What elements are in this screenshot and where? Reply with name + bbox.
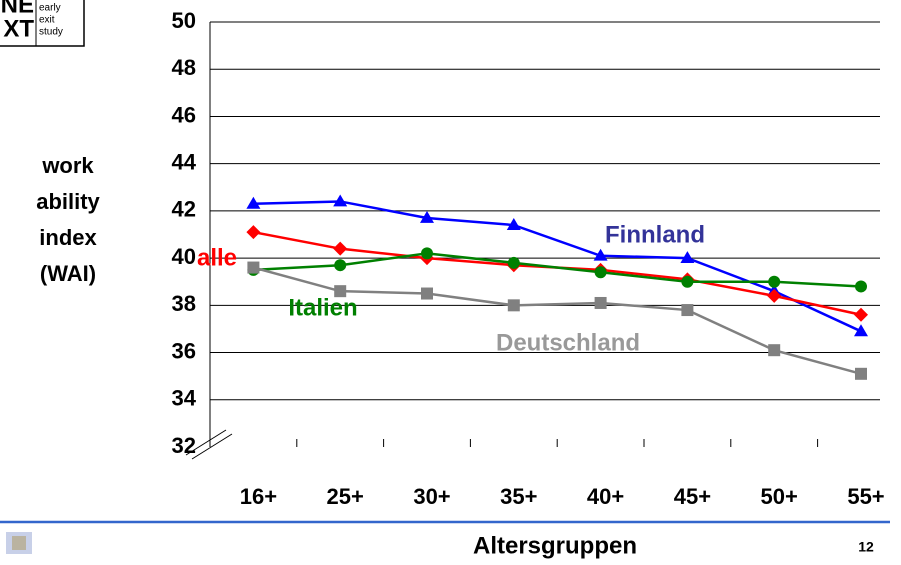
x-axis-label: Altersgruppen: [473, 532, 637, 559]
y-tick-label: 40: [172, 244, 196, 269]
marker: [681, 275, 694, 288]
logo-text: early: [39, 3, 61, 14]
axis-break: [191, 433, 233, 460]
marker: [855, 280, 867, 293]
series-label: Finnland: [605, 221, 705, 248]
logo-text: study: [39, 27, 63, 38]
x-tick-label: 30+: [413, 484, 450, 509]
series-label: Deutschland: [496, 329, 640, 356]
y-tick-label: 36: [172, 338, 196, 363]
series-line: [253, 266, 862, 376]
marker: [768, 275, 781, 288]
marker: [507, 256, 520, 269]
marker: [246, 196, 261, 209]
marker: [420, 210, 434, 223]
marker: [334, 259, 347, 272]
logo-text: XT: [3, 15, 34, 42]
marker: [680, 251, 695, 264]
y-axis-label: (WAI): [40, 261, 96, 286]
y-axis-label: ability: [36, 189, 100, 214]
marker: [247, 261, 260, 274]
marker: [506, 218, 521, 230]
logo-text: NE: [1, 0, 34, 18]
y-tick-label: 32: [172, 433, 196, 458]
y-axis-label: index: [39, 225, 97, 250]
y-tick-label: 42: [172, 197, 196, 222]
y-tick-label: 46: [172, 102, 196, 127]
icon-shape: [12, 536, 26, 550]
marker: [594, 296, 607, 309]
y-tick-label: 44: [172, 149, 197, 174]
series-line: [253, 252, 862, 288]
marker: [421, 287, 433, 300]
x-tick-label: 25+: [327, 484, 364, 509]
x-tick-label: 40+: [587, 484, 624, 509]
axis-break: [185, 429, 227, 456]
logo-box: [0, 0, 85, 47]
marker: [768, 344, 781, 357]
marker: [333, 241, 348, 256]
marker: [594, 266, 607, 279]
marker: [767, 288, 782, 303]
y-tick-label: 48: [172, 55, 196, 80]
x-tick-label: 35+: [500, 484, 537, 509]
y-tick-label: 34: [172, 386, 197, 411]
x-tick-label: 16+: [240, 484, 277, 509]
marker: [855, 367, 867, 380]
marker: [854, 324, 868, 337]
y-tick-label: 50: [172, 8, 196, 33]
marker: [507, 299, 520, 312]
y-tick-label: 38: [172, 291, 196, 316]
series-line: [253, 200, 862, 333]
logo: NE XT early exit study: [0, 0, 85, 47]
marker: [681, 304, 694, 317]
series-label: Italien: [288, 294, 357, 321]
marker: [334, 285, 347, 298]
marker: [246, 225, 261, 240]
logo-text: exit: [39, 15, 55, 26]
marker: [421, 247, 433, 260]
icon: [6, 532, 32, 554]
marker: [333, 194, 348, 207]
x-tick-label: 55+: [847, 484, 884, 509]
marker: [854, 307, 868, 322]
x-tick-label: 45+: [674, 484, 711, 509]
series-label: alle: [197, 244, 237, 271]
x-tick-label: 50+: [761, 484, 798, 509]
marker: [593, 248, 608, 261]
page-number: 12: [858, 539, 874, 555]
y-axis-label: work: [41, 153, 94, 178]
